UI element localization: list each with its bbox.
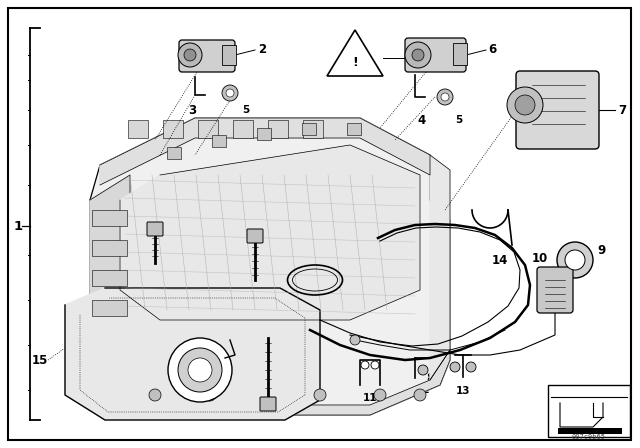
Circle shape [405,42,431,68]
Bar [257,128,271,140]
Text: 13: 13 [456,386,470,396]
Polygon shape [130,350,450,415]
Bar [302,123,316,135]
Circle shape [168,338,232,402]
Text: !: ! [352,56,358,69]
Circle shape [188,358,212,382]
FancyBboxPatch shape [247,229,263,243]
Bar [92,210,127,226]
Circle shape [557,242,593,278]
Text: 15: 15 [31,353,48,366]
Bar [303,120,323,138]
Circle shape [149,389,161,401]
Text: 1: 1 [13,220,22,233]
Circle shape [371,361,379,369]
Bar [92,270,127,286]
Bar [128,120,148,138]
Text: 10: 10 [532,251,548,264]
Bar [92,300,127,316]
Circle shape [184,49,196,61]
Polygon shape [560,403,603,427]
Polygon shape [327,30,383,76]
Bar [92,240,127,256]
Bar [548,385,630,437]
Circle shape [350,335,360,345]
Bar [558,428,622,434]
Text: 14: 14 [492,254,508,267]
Bar [453,43,467,65]
Bar [163,120,183,138]
Text: 11: 11 [363,393,377,403]
FancyBboxPatch shape [537,267,573,313]
Polygon shape [120,145,420,320]
Text: 17: 17 [115,237,131,250]
Text: 4: 4 [418,113,426,126]
Bar [198,120,218,138]
FancyBboxPatch shape [405,38,466,72]
Bar [233,120,253,138]
Text: 19: 19 [222,400,238,413]
Bar [167,147,181,159]
Text: 5: 5 [242,105,249,115]
Circle shape [414,389,426,401]
Circle shape [515,95,535,115]
Polygon shape [90,175,130,340]
Text: 20: 20 [418,52,435,65]
Bar [212,135,226,147]
Circle shape [222,85,238,101]
Bar [268,120,288,138]
Circle shape [412,49,424,61]
Polygon shape [65,288,320,420]
FancyBboxPatch shape [179,40,235,72]
Circle shape [178,43,202,67]
Circle shape [374,389,386,401]
Circle shape [226,89,234,97]
Text: 2: 2 [258,43,266,56]
Text: 9: 9 [597,244,605,257]
FancyBboxPatch shape [147,222,163,236]
Text: 7: 7 [618,103,626,116]
Circle shape [314,389,326,401]
Text: 18: 18 [210,249,227,262]
Text: 12: 12 [416,385,430,395]
Polygon shape [100,118,430,185]
Circle shape [204,389,216,401]
Polygon shape [90,118,450,415]
FancyBboxPatch shape [260,397,276,411]
Circle shape [466,362,476,372]
Text: 16: 16 [373,279,389,292]
Text: 3: 3 [188,103,196,116]
Polygon shape [430,155,450,380]
Circle shape [437,89,453,105]
Text: 6: 6 [488,43,496,56]
Circle shape [507,87,543,123]
Bar [222,45,236,65]
Circle shape [565,250,585,270]
Circle shape [178,348,222,392]
Text: 8: 8 [426,371,434,384]
Circle shape [418,365,428,375]
Circle shape [450,362,460,372]
Bar [347,123,361,135]
FancyBboxPatch shape [516,71,599,149]
Text: 007c9b65: 007c9b65 [572,434,606,440]
Circle shape [441,93,449,101]
Text: 5: 5 [455,115,462,125]
Circle shape [361,361,369,369]
